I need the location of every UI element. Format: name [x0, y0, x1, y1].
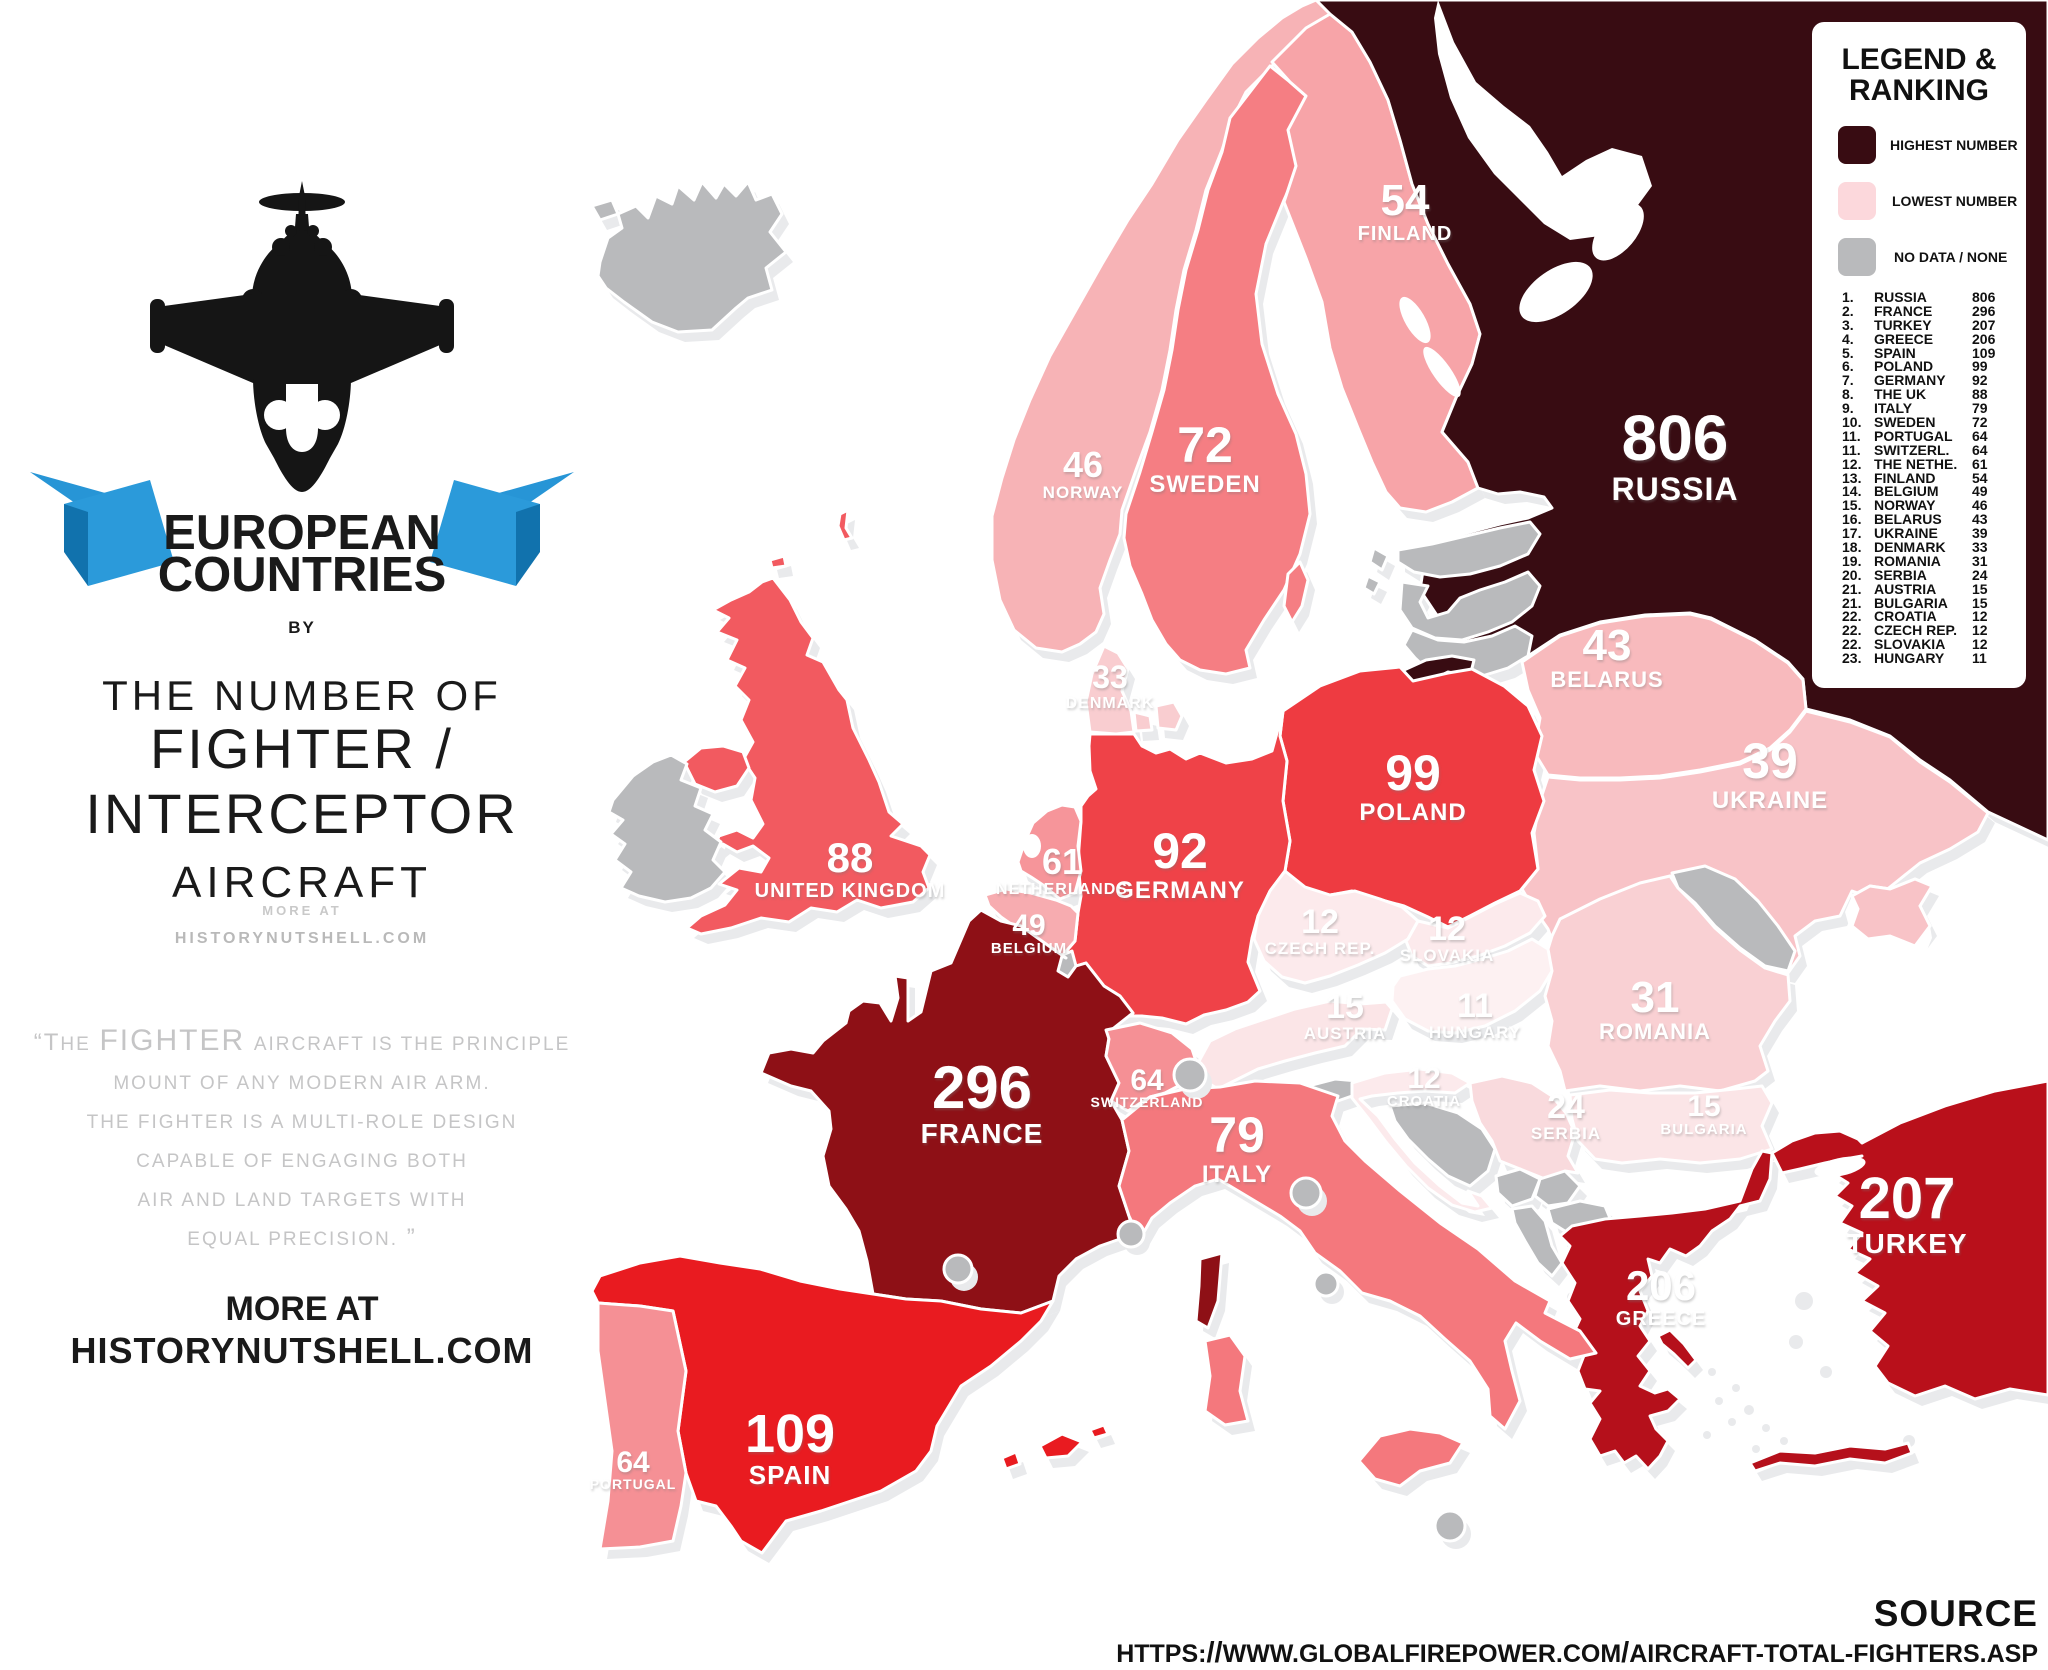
svg-text:TURKEY: TURKEY	[1846, 1228, 1967, 1259]
svg-text:99: 99	[1385, 745, 1441, 801]
svg-text:SPAIN: SPAIN	[749, 1460, 832, 1490]
svg-text:NORWAY: NORWAY	[1043, 483, 1124, 502]
svg-text:GREECE: GREECE	[1616, 1308, 1706, 1330]
svg-text:46: 46	[1063, 444, 1103, 485]
svg-text:SLOVAKIA: SLOVAKIA	[1400, 946, 1495, 965]
svg-text:12: 12	[1407, 1062, 1440, 1095]
svg-text:CROATIA: CROATIA	[1387, 1093, 1461, 1110]
svg-text:SWITZERLAND: SWITZERLAND	[1091, 1094, 1204, 1110]
svg-text:FRANCE: FRANCE	[921, 1118, 1044, 1149]
svg-text:NETHERLANDS: NETHERLANDS	[996, 881, 1128, 898]
svg-text:43: 43	[1583, 621, 1632, 670]
svg-text:92: 92	[1152, 823, 1208, 879]
svg-text:49: 49	[1012, 909, 1045, 942]
svg-text:15: 15	[1326, 988, 1364, 1026]
svg-text:HUNGARY: HUNGARY	[1429, 1023, 1521, 1042]
svg-text:CZECH REP.: CZECH REP.	[1265, 939, 1376, 958]
svg-text:PORTUGAL: PORTUGAL	[590, 1476, 677, 1492]
svg-text:31: 31	[1631, 973, 1680, 1022]
svg-text:ITALY: ITALY	[1202, 1161, 1272, 1188]
svg-text:SWEDEN: SWEDEN	[1149, 471, 1260, 498]
svg-text:UNITED KINGDOM: UNITED KINGDOM	[755, 880, 946, 902]
svg-text:24: 24	[1547, 1088, 1585, 1126]
svg-text:UKRAINE: UKRAINE	[1712, 787, 1828, 814]
svg-text:FINLAND: FINLAND	[1358, 223, 1453, 245]
svg-text:33: 33	[1092, 659, 1128, 695]
svg-text:64: 64	[1130, 1064, 1164, 1097]
svg-text:11: 11	[1457, 987, 1493, 1025]
svg-text:296: 296	[932, 1054, 1032, 1121]
svg-text:12: 12	[1301, 903, 1339, 941]
svg-text:39: 39	[1742, 733, 1798, 789]
svg-text:15: 15	[1687, 1090, 1720, 1123]
svg-text:BULGARIA: BULGARIA	[1660, 1121, 1747, 1138]
svg-text:POLAND: POLAND	[1359, 799, 1466, 826]
svg-text:RUSSIA: RUSSIA	[1612, 471, 1739, 507]
svg-text:AUSTRIA: AUSTRIA	[1304, 1024, 1387, 1043]
svg-text:64: 64	[616, 1446, 650, 1479]
svg-text:54: 54	[1381, 176, 1430, 225]
svg-text:ROMANIA: ROMANIA	[1599, 1019, 1711, 1044]
svg-text:61: 61	[1042, 841, 1082, 882]
svg-text:206: 206	[1626, 1262, 1696, 1309]
svg-text:GERMANY: GERMANY	[1115, 877, 1245, 904]
svg-text:806: 806	[1622, 402, 1729, 474]
svg-text:207: 207	[1859, 1166, 1956, 1231]
svg-text:12: 12	[1428, 910, 1466, 948]
svg-text:72: 72	[1177, 417, 1233, 473]
svg-text:109: 109	[745, 1404, 835, 1464]
svg-text:SERBIA: SERBIA	[1531, 1124, 1601, 1143]
svg-text:BELARUS: BELARUS	[1550, 667, 1663, 692]
svg-text:88: 88	[827, 834, 874, 881]
svg-text:DENMARK: DENMARK	[1066, 695, 1155, 712]
svg-text:BELGIUM: BELGIUM	[991, 940, 1067, 957]
svg-text:79: 79	[1209, 1107, 1265, 1163]
